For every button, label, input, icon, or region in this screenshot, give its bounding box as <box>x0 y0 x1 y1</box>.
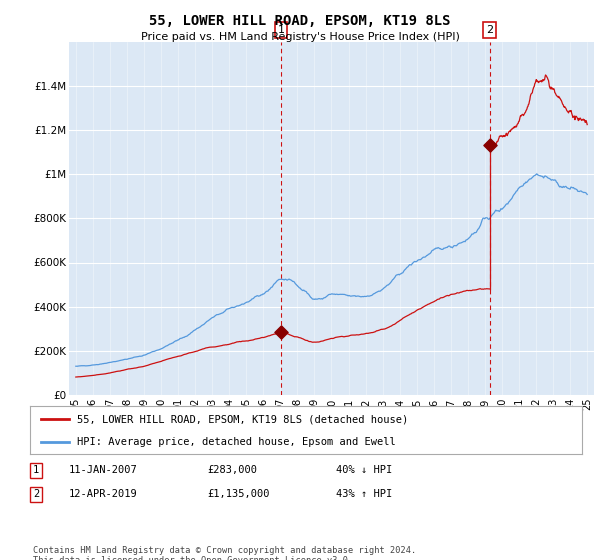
Text: £1,135,000: £1,135,000 <box>207 489 269 500</box>
Text: Price paid vs. HM Land Registry's House Price Index (HPI): Price paid vs. HM Land Registry's House … <box>140 32 460 43</box>
Text: 1: 1 <box>278 25 284 35</box>
Text: 55, LOWER HILL ROAD, EPSOM, KT19 8LS: 55, LOWER HILL ROAD, EPSOM, KT19 8LS <box>149 14 451 28</box>
Text: 12-APR-2019: 12-APR-2019 <box>69 489 138 500</box>
Text: 40% ↓ HPI: 40% ↓ HPI <box>336 465 392 475</box>
Point <box>485 140 494 149</box>
Text: 11-JAN-2007: 11-JAN-2007 <box>69 465 138 475</box>
Text: 55, LOWER HILL ROAD, EPSOM, KT19 8LS (detached house): 55, LOWER HILL ROAD, EPSOM, KT19 8LS (de… <box>77 414 408 424</box>
Text: Contains HM Land Registry data © Crown copyright and database right 2024.
This d: Contains HM Land Registry data © Crown c… <box>33 546 416 560</box>
Text: 43% ↑ HPI: 43% ↑ HPI <box>336 489 392 500</box>
Point <box>276 328 286 337</box>
Text: 1: 1 <box>33 465 39 475</box>
Text: 2: 2 <box>486 25 493 35</box>
Text: £283,000: £283,000 <box>207 465 257 475</box>
Text: HPI: Average price, detached house, Epsom and Ewell: HPI: Average price, detached house, Epso… <box>77 437 395 447</box>
Text: 2: 2 <box>33 489 39 500</box>
